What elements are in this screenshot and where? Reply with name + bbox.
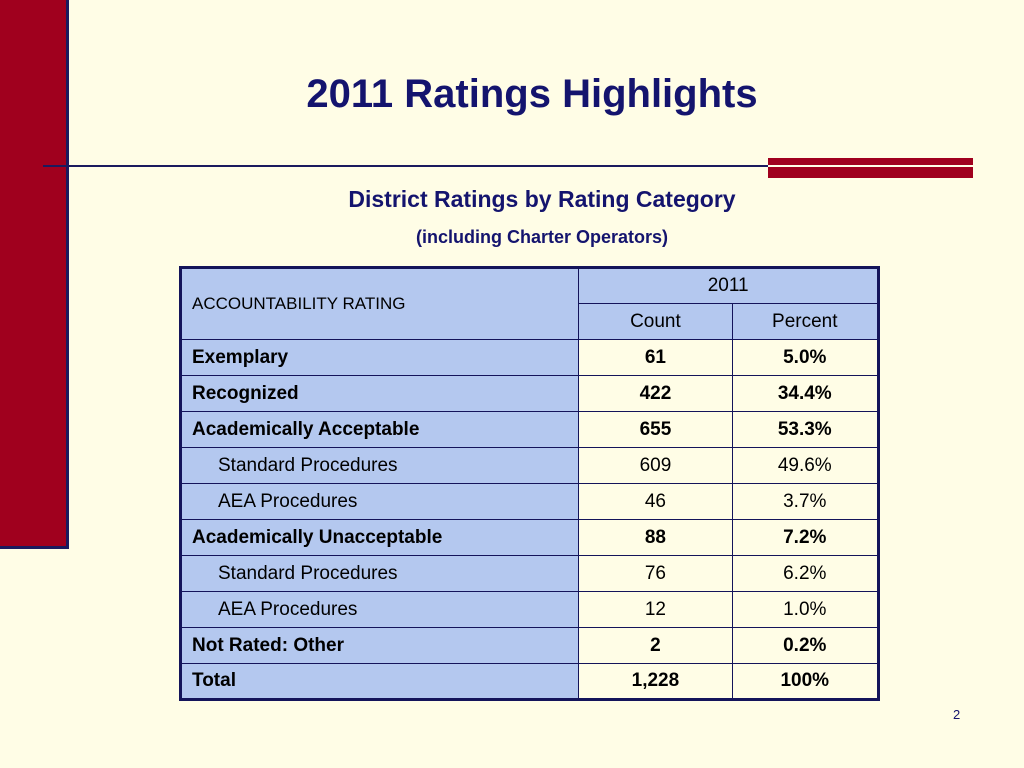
table-row: Academically Acceptable 655 53.3%: [179, 411, 880, 448]
row-count: 609: [578, 447, 733, 484]
row-label: Standard Procedures: [179, 555, 580, 592]
year-column-header: 2011: [578, 267, 879, 304]
row-count: 655: [578, 411, 733, 448]
title-divider-line: [43, 165, 833, 167]
slide-title: 2011 Ratings Highlights: [306, 72, 758, 116]
table-subtitle: District Ratings by Rating Category: [348, 186, 736, 212]
table-row: Recognized 422 34.4%: [179, 375, 880, 412]
table-row: Academically Unacceptable 88 7.2%: [179, 519, 880, 556]
table-subheader-row: Count Percent: [181, 303, 880, 340]
count-column-header: Count: [578, 303, 733, 340]
row-percent: 1.0%: [731, 591, 880, 628]
left-accent-bar: [0, 0, 69, 549]
row-label: Exemplary: [179, 339, 580, 376]
row-label: Standard Procedures: [179, 447, 580, 484]
ratings-table: ACCOUNTABILITY RATING 2011 Count Percent…: [179, 266, 880, 701]
row-percent: 7.2%: [731, 519, 880, 556]
table-header-row: ACCOUNTABILITY RATING 2011: [179, 267, 879, 340]
row-count: 46: [578, 483, 733, 520]
row-label: Academically Unacceptable: [179, 519, 580, 556]
title-divider-accent: [768, 158, 973, 178]
table-row: Standard Procedures 609 49.6%: [179, 447, 880, 484]
row-count: 12: [578, 591, 733, 628]
row-label: Not Rated: Other: [179, 627, 580, 664]
row-percent: 0.2%: [731, 627, 880, 664]
row-label: AEA Procedures: [179, 591, 580, 628]
page-number: 2: [953, 707, 961, 722]
row-count: 76: [578, 555, 733, 592]
row-label: Academically Acceptable: [179, 411, 580, 448]
row-percent: 100%: [731, 663, 880, 700]
table-subtitle-note: (including Charter Operators): [415, 227, 669, 247]
table-row: Not Rated: Other 2 0.2%: [179, 627, 880, 664]
row-percent: 5.0%: [731, 339, 880, 376]
row-percent: 6.2%: [731, 555, 880, 592]
row-count: 2: [578, 627, 733, 664]
divider-accent-stripe: [768, 165, 973, 167]
row-percent: 34.4%: [731, 375, 880, 412]
table-total-row: Total 1,228 100%: [179, 663, 880, 700]
row-count: 61: [578, 339, 733, 376]
row-count: 88: [578, 519, 733, 556]
table-row: Standard Procedures 76 6.2%: [179, 555, 880, 592]
table-row: AEA Procedures 12 1.0%: [179, 591, 880, 628]
row-label: Total: [179, 663, 580, 700]
row-count: 422: [578, 375, 733, 412]
row-label: AEA Procedures: [179, 483, 580, 520]
row-count: 1,228: [578, 663, 733, 700]
percent-column-header: Percent: [731, 303, 880, 340]
row-percent: 53.3%: [731, 411, 880, 448]
rating-column-header: ACCOUNTABILITY RATING: [179, 267, 580, 340]
row-percent: 49.6%: [731, 447, 880, 484]
row-percent: 3.7%: [731, 483, 880, 520]
table-row: AEA Procedures 46 3.7%: [179, 483, 880, 520]
table-row: Exemplary 61 5.0%: [179, 339, 880, 376]
row-label: Recognized: [179, 375, 580, 412]
